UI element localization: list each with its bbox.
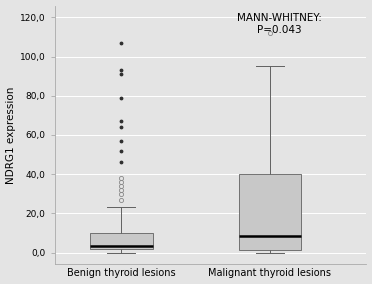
Bar	[239, 174, 301, 250]
Bar	[90, 233, 153, 248]
Y-axis label: NDRG1 expression: NDRG1 expression	[6, 86, 16, 183]
Text: MANN-WHITNEY:
P=0.043: MANN-WHITNEY: P=0.043	[237, 13, 321, 35]
